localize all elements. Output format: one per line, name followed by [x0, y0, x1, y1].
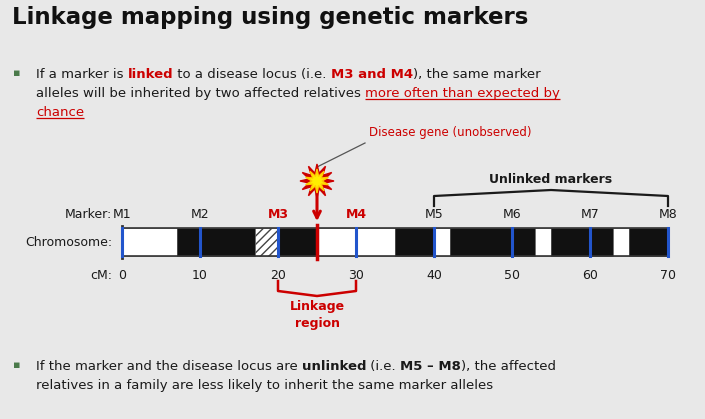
Text: M1: M1 [113, 208, 131, 221]
Bar [317, 228, 395, 256]
Bar [535, 228, 551, 256]
Text: If a marker is: If a marker is [36, 68, 128, 81]
Bar [255, 228, 278, 256]
Text: M4: M4 [345, 208, 367, 221]
Text: 70: 70 [660, 269, 676, 282]
Bar [629, 228, 668, 256]
Text: alleles will be inherited by two affected relatives: alleles will be inherited by two affecte… [36, 87, 365, 100]
Text: 0: 0 [118, 269, 126, 282]
Bar [122, 228, 668, 256]
Text: 40: 40 [426, 269, 442, 282]
Text: more often than expected by: more often than expected by [365, 87, 560, 100]
Bar [450, 228, 535, 256]
Text: cM:: cM: [90, 269, 112, 282]
Text: unlinked: unlinked [302, 360, 367, 373]
Text: to a disease locus (i.e.: to a disease locus (i.e. [173, 68, 331, 81]
Text: Marker:: Marker: [65, 208, 112, 221]
Text: M2: M2 [190, 208, 209, 221]
Text: relatives in a family are less likely to inherit the same marker alleles: relatives in a family are less likely to… [36, 379, 493, 392]
Text: M5: M5 [424, 208, 443, 221]
Bar [613, 228, 629, 256]
Text: Disease gene (unobserved): Disease gene (unobserved) [369, 126, 532, 139]
Text: Unlinked markers: Unlinked markers [489, 173, 613, 186]
Bar [176, 228, 255, 256]
Polygon shape [305, 169, 329, 193]
Text: M6: M6 [503, 208, 521, 221]
Text: M7: M7 [581, 208, 599, 221]
Bar [551, 228, 613, 256]
Bar [278, 228, 317, 256]
Text: M5 – M8: M5 – M8 [400, 360, 461, 373]
Text: 30: 30 [348, 269, 364, 282]
Text: Chromosome:: Chromosome: [25, 235, 112, 248]
Bar [434, 228, 450, 256]
Text: 10: 10 [192, 269, 208, 282]
Text: ), the affected: ), the affected [461, 360, 556, 373]
Bar [395, 228, 434, 256]
Text: ), the same marker: ), the same marker [413, 68, 541, 81]
Text: 20: 20 [270, 269, 286, 282]
Text: M8: M8 [658, 208, 678, 221]
Text: 50: 50 [504, 269, 520, 282]
Text: (i.e.: (i.e. [367, 360, 400, 373]
Text: ▪: ▪ [13, 68, 20, 78]
Text: Linkage
region: Linkage region [290, 300, 345, 330]
Text: linked: linked [128, 68, 173, 81]
Text: ▪: ▪ [13, 360, 20, 370]
Text: M3: M3 [267, 208, 288, 221]
Text: If the marker and the disease locus are: If the marker and the disease locus are [36, 360, 302, 373]
Text: chance: chance [36, 106, 84, 119]
Text: M3 and M4: M3 and M4 [331, 68, 413, 81]
Bar [122, 228, 176, 256]
Text: Linkage mapping using genetic markers: Linkage mapping using genetic markers [12, 6, 528, 29]
Polygon shape [300, 164, 334, 198]
Text: 60: 60 [582, 269, 598, 282]
